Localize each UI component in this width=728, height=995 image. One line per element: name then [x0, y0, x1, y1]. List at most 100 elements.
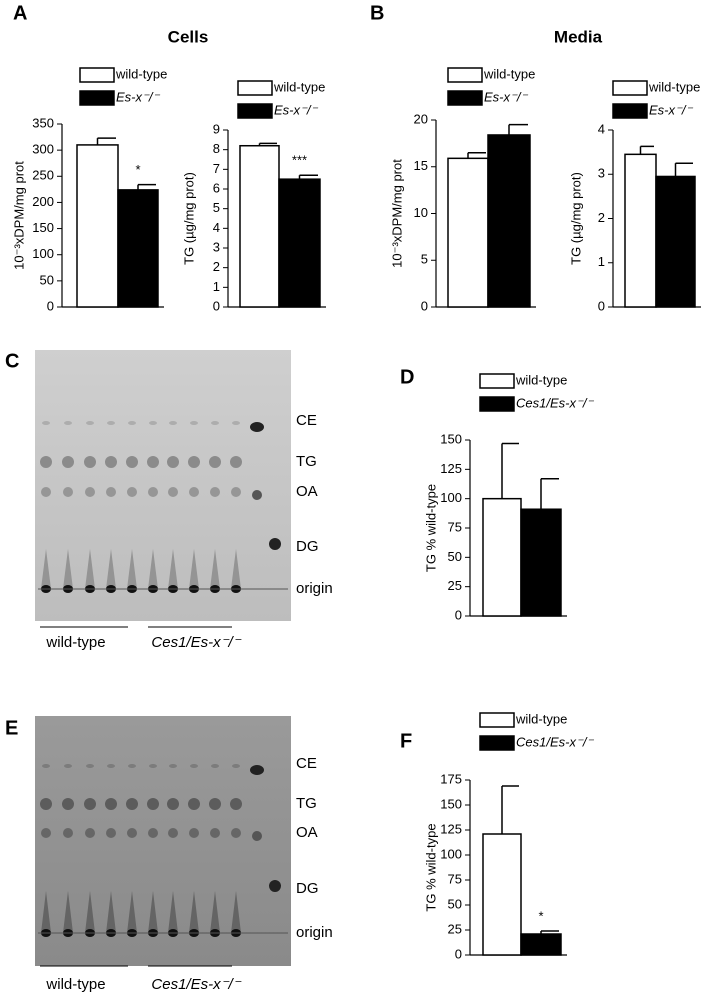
y-tick-label: 0: [455, 946, 462, 961]
y-tick-label: 200: [32, 194, 54, 209]
y-tick-label: 1: [213, 279, 220, 294]
tlc-spot: [106, 828, 116, 838]
tlc-spot: [62, 456, 74, 468]
legend-label: Es-x⁻/⁻: [116, 89, 160, 104]
group-label: Ces1/Es-x⁻/⁻: [151, 634, 241, 651]
y-tick-label: 250: [32, 168, 54, 183]
tlc-spot: [41, 828, 51, 838]
tlc-spot: [232, 421, 240, 425]
legend-label: Ces1/Es-x⁻/⁻: [516, 395, 594, 410]
tlc-standard: [252, 490, 262, 500]
legend-swatch: [237, 103, 273, 119]
bar: [117, 189, 159, 308]
tlc-spot: [107, 764, 115, 768]
y-axis-label: TG (µg/mg prot): [181, 172, 196, 265]
annotation: *: [135, 162, 140, 177]
y-axis-label: TG % wild-type: [423, 484, 438, 572]
tlc-spot: [167, 456, 179, 468]
tlc-band-label: TG: [296, 795, 317, 812]
tlc-spot: [62, 798, 74, 810]
tlc-streak: [148, 891, 158, 933]
y-tick-label: 150: [440, 431, 462, 446]
tlc-spot: [231, 487, 241, 497]
legend-swatch: [479, 373, 515, 389]
y-tick-label: 5: [421, 252, 428, 267]
tlc-standard: [250, 765, 264, 775]
y-tick-label: 4: [213, 220, 220, 235]
tlc-band-label: origin: [296, 580, 333, 597]
tlc-plate: [35, 716, 291, 966]
tlc-spot: [86, 764, 94, 768]
tlc-streak: [127, 891, 137, 933]
legend-swatch: [479, 735, 515, 751]
y-tick-label: 50: [448, 549, 462, 564]
y-tick-label: 50: [40, 272, 54, 287]
tlc-spot: [128, 421, 136, 425]
tlc-spot: [85, 828, 95, 838]
y-tick-label: 7: [213, 161, 220, 176]
y-tick-label: 100: [440, 846, 462, 861]
tlc-spot: [209, 798, 221, 810]
panel-title: Cells: [168, 27, 209, 46]
annotation: ***: [292, 153, 307, 168]
tlc-spot: [85, 487, 95, 497]
tlc-standard: [269, 880, 281, 892]
tlc-spot: [128, 764, 136, 768]
legend-swatch: [447, 67, 483, 83]
y-tick-label: 0: [47, 298, 54, 313]
legend-swatch: [479, 712, 515, 728]
tlc-standard: [252, 831, 262, 841]
y-tick-label: 50: [448, 896, 462, 911]
error-bar: [508, 123, 528, 135]
tlc-spot: [211, 764, 219, 768]
y-tick-label: 3: [598, 166, 605, 181]
tlc-streak: [85, 549, 95, 589]
error-bar: [298, 174, 318, 180]
tlc-band-label: OA: [296, 483, 318, 500]
y-axis-label: 10⁻³xDPM/mg prot: [389, 159, 404, 268]
bar: [482, 497, 522, 617]
tlc-standard: [269, 538, 281, 550]
tlc-streak: [85, 891, 95, 933]
legend-swatch: [79, 90, 115, 106]
bar: [447, 157, 489, 308]
legend-label: wild-type: [115, 66, 167, 81]
tlc-spot: [107, 421, 115, 425]
tlc-standard: [250, 422, 264, 432]
y-tick-label: 100: [32, 246, 54, 261]
tlc-streak: [189, 549, 199, 589]
tlc-spot: [232, 764, 240, 768]
y-tick-label: 6: [213, 180, 220, 195]
legend-label: Es-x⁻/⁻: [274, 102, 318, 117]
tlc-spot: [211, 421, 219, 425]
y-axis-label: TG % wild-type: [423, 823, 438, 911]
tlc-spot: [148, 828, 158, 838]
y-tick-label: 125: [440, 461, 462, 476]
tlc-spot: [64, 421, 72, 425]
tlc-band-label: origin: [296, 924, 333, 941]
tlc-spot: [105, 798, 117, 810]
tlc-spot: [86, 421, 94, 425]
tlc-streak: [127, 549, 137, 589]
legend-label: Es-x⁻/⁻: [484, 89, 528, 104]
legend-swatch: [237, 80, 273, 96]
panel-title: Media: [554, 27, 603, 46]
panel-letter: D: [400, 366, 414, 388]
tlc-spot: [190, 764, 198, 768]
legend-swatch: [612, 80, 648, 96]
tlc-spot: [84, 456, 96, 468]
tlc-streak: [41, 549, 51, 589]
y-tick-label: 25: [448, 921, 462, 936]
tlc-streak: [189, 891, 199, 933]
legend-swatch: [479, 396, 515, 412]
tlc-spot: [231, 828, 241, 838]
y-tick-label: 0: [598, 298, 605, 313]
y-tick-label: 300: [32, 142, 54, 157]
legend-label: Es-x⁻/⁻: [649, 102, 693, 117]
y-tick-label: 150: [32, 220, 54, 235]
y-tick-label: 2: [213, 259, 220, 274]
tlc-band-label: CE: [296, 755, 317, 772]
tlc-streak: [168, 891, 178, 933]
error-bar: [258, 142, 277, 146]
tlc-streak: [210, 891, 220, 933]
